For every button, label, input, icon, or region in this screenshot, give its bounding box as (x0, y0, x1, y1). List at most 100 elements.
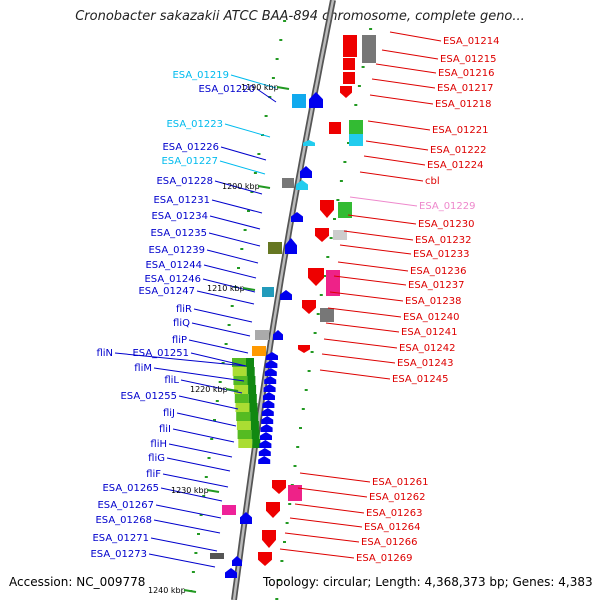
leader-line (176, 412, 237, 427)
tick (264, 115, 268, 117)
gene-label-fliJ[interactable]: fliJ (163, 408, 175, 419)
gene-label-ESA_01244[interactable]: ESA_01244 (145, 260, 202, 271)
gene-label-ESA_01235[interactable]: ESA_01235 (150, 228, 207, 239)
gene-label-ESA_01233[interactable]: ESA_01233 (413, 249, 470, 260)
gene-label-ESA_01234[interactable]: ESA_01234 (151, 211, 208, 222)
gene-label-ESA_01227[interactable]: ESA_01227 (161, 156, 218, 167)
gene-label-ESA_01265[interactable]: ESA_01265 (102, 483, 159, 494)
gene-label-ESA_01262[interactable]: ESA_01262 (369, 492, 426, 503)
kbp-label: 1230 kbp (171, 486, 209, 495)
leader-line (375, 63, 437, 74)
gene-label-ESA_01223[interactable]: ESA_01223 (166, 119, 223, 130)
kbp-tick (276, 86, 290, 90)
gene-block (349, 120, 363, 134)
tick (243, 229, 247, 231)
gene-label-ESA_01268[interactable]: ESA_01268 (95, 515, 152, 526)
gene-label-ESA_01214[interactable]: ESA_01214 (443, 36, 500, 47)
left-labels[interactable]: ESA_01219 ESA_01220 ESA_01223 ESA_01226 ESA_… (90, 70, 255, 560)
gene-label-ESA_01238[interactable]: ESA_01238 (405, 296, 462, 307)
gene-label-ESA_01224[interactable]: ESA_01224 (427, 160, 484, 171)
genes[interactable] (210, 35, 376, 578)
leader-line (333, 275, 407, 286)
forward-gene-arrow (225, 568, 237, 578)
gene-label-ESA_01240[interactable]: ESA_01240 (403, 312, 460, 323)
forward-gene-arrow (264, 368, 277, 376)
gene-label-ESA_01251[interactable]: ESA_01251 (132, 348, 189, 359)
gene-label-ESA_01255[interactable]: ESA_01255 (120, 391, 177, 402)
tick (210, 438, 214, 440)
gene-block (232, 358, 246, 367)
gene-label-ESA_01236[interactable]: ESA_01236 (410, 266, 467, 277)
gene-block (320, 308, 334, 322)
gene-label-ESA_01219[interactable]: ESA_01219 (172, 70, 229, 81)
gene-label-ESA_01226[interactable]: ESA_01226 (162, 142, 219, 153)
gene-label-ESA_01216[interactable]: ESA_01216 (438, 68, 495, 79)
gene-block (210, 553, 224, 559)
leader-line (343, 230, 414, 241)
accession-text: Accession: NC_009778 (9, 575, 146, 589)
gene-label-ESA_01237[interactable]: ESA_01237 (408, 280, 465, 291)
gene-label-cbl[interactable]: cbl (425, 176, 440, 187)
gene-label-fliR[interactable]: fliR (176, 304, 192, 315)
forward-gene-arrow (263, 392, 275, 400)
leader-line (299, 472, 371, 483)
gene-label-fliL[interactable]: fliL (164, 375, 179, 386)
gene-label-ESA_01230[interactable]: ESA_01230 (418, 219, 475, 230)
gene-label-ESA_01269[interactable]: ESA_01269 (356, 553, 413, 564)
gene-label-ESA_01264[interactable]: ESA_01264 (364, 522, 421, 533)
gene-label-ESA_01217[interactable]: ESA_01217 (437, 83, 494, 94)
leader-line (150, 537, 218, 552)
gene-label-ESA_01220[interactable]: ESA_01220 (198, 84, 255, 95)
gene-label-ESA_01261[interactable]: ESA_01261 (372, 477, 429, 488)
gene-label-fliQ[interactable]: fliQ (173, 318, 190, 329)
gene-label-ESA_01229[interactable]: ESA_01229 (419, 201, 476, 212)
gene-label-ESA_01228[interactable]: ESA_01228 (156, 176, 213, 187)
gene-label-ESA_01247[interactable]: ESA_01247 (138, 286, 195, 297)
gene-label-ESA_01266[interactable]: ESA_01266 (361, 537, 418, 548)
gene-label-ESA_01221[interactable]: ESA_01221 (432, 125, 489, 136)
forward-gene-arrow (266, 352, 278, 360)
gene-label-fliF[interactable]: fliF (146, 469, 161, 480)
gene-label-ESA_01245[interactable]: ESA_01245 (392, 374, 449, 385)
gene-label-ESA_01273[interactable]: ESA_01273 (90, 549, 147, 560)
gene-block (250, 412, 259, 421)
gene-label-ESA_01241[interactable]: ESA_01241 (401, 327, 458, 338)
leader-line (168, 443, 233, 458)
tick (240, 248, 244, 250)
gene-block (235, 403, 250, 412)
right-labels[interactable]: ESA_01214 ESA_01215 ESA_01216 ESA_01217 ESA_… (356, 36, 500, 564)
tick (326, 256, 330, 258)
gene-label-fliI[interactable]: fliI (159, 424, 171, 435)
leader-line (284, 532, 360, 543)
leader-line (211, 199, 263, 214)
gene-label-ESA_01232[interactable]: ESA_01232 (415, 235, 472, 246)
forward-gene-arrow (280, 290, 292, 300)
forward-gene-arrow (263, 384, 276, 392)
gene-label-fliP[interactable]: fliP (172, 335, 187, 346)
gene-label-ESA_01239[interactable]: ESA_01239 (148, 245, 205, 256)
gene-label-ESA_01263[interactable]: ESA_01263 (366, 508, 423, 519)
gene-label-ESA_01271[interactable]: ESA_01271 (92, 533, 149, 544)
gene-label-fliG[interactable]: fliG (148, 453, 165, 464)
kbp-label: 1190 kbp (241, 83, 279, 92)
tick (280, 560, 284, 562)
gene-label-ESA_01246[interactable]: ESA_01246 (144, 274, 201, 285)
gene-label-fliM[interactable]: fliM (134, 363, 152, 374)
gene-label-ESA_01215[interactable]: ESA_01215 (440, 54, 497, 65)
gene-label-ESA_01267[interactable]: ESA_01267 (97, 500, 154, 511)
gene-label-ESA_01242[interactable]: ESA_01242 (399, 343, 456, 354)
gene-label-ESA_01243[interactable]: ESA_01243 (397, 358, 454, 369)
leader-line (367, 120, 431, 131)
leader-line (256, 88, 277, 103)
gene-label-fliH[interactable]: fliH (150, 439, 167, 450)
gene-label-ESA_01218[interactable]: ESA_01218 (435, 99, 492, 110)
leader-line (297, 487, 368, 498)
gene-label-ESA_01231[interactable]: ESA_01231 (153, 195, 210, 206)
gene-label-fliN[interactable]: fliN (96, 348, 113, 359)
tick (218, 381, 222, 383)
forward-gene-arrow (264, 376, 277, 384)
gene-label-ESA_01222[interactable]: ESA_01222 (430, 145, 487, 156)
gene-block (248, 394, 257, 403)
forward-gene-arrow (300, 166, 312, 178)
